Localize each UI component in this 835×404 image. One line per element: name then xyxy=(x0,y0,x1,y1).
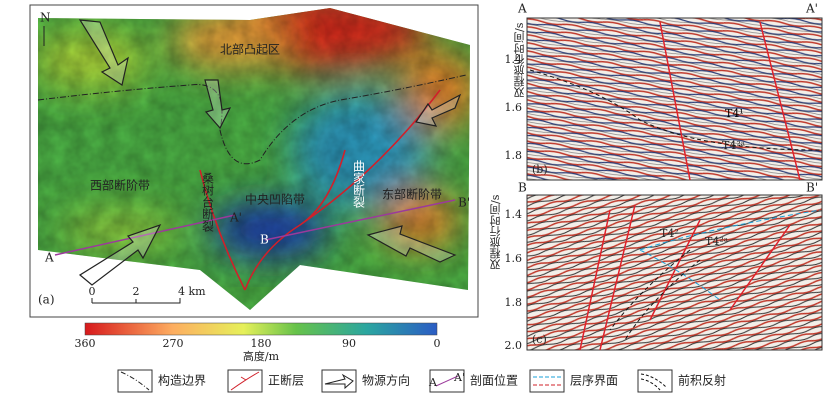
colorbar-label: 高度/m xyxy=(243,349,280,363)
horizon-label: T4² xyxy=(660,227,679,240)
section-end: A xyxy=(517,2,527,16)
scale-label: 0 xyxy=(89,285,96,298)
panel-label: (b) xyxy=(532,163,548,176)
clinoform xyxy=(529,69,821,151)
sequence-boundary xyxy=(639,209,821,301)
scale-bar xyxy=(91,298,181,304)
structural-boundary xyxy=(37,74,467,165)
horizon-label: T4²ᵃ xyxy=(705,235,728,248)
legend-label: 前积反射 xyxy=(678,373,726,388)
legend-label: 层序界面 xyxy=(570,373,618,388)
section-end: B xyxy=(518,181,527,195)
legend-label: 物源方向 xyxy=(362,373,410,388)
region-label: 东部断阶带 xyxy=(382,187,442,202)
legend-label: 正断层 xyxy=(268,373,304,388)
point-label: A' xyxy=(229,211,242,225)
y-tick-label: 2.0 xyxy=(505,339,523,352)
fault-label: 曲家断裂 xyxy=(352,160,366,208)
y-tick-label: 1.8 xyxy=(505,149,523,162)
region-label: 中央凹陷带 xyxy=(245,192,305,207)
clinoform xyxy=(609,249,701,341)
colorbar-tick: 90 xyxy=(342,337,356,350)
fault-label: 桑树台断裂 xyxy=(201,172,215,232)
panel-label: (a) xyxy=(38,293,55,307)
legend-end: A' xyxy=(453,371,465,384)
y-tick-label: 1.6 xyxy=(505,101,523,114)
region-label: 北部凸起区 xyxy=(220,42,280,57)
colorbar-tick: 180 xyxy=(251,337,272,350)
panel-label: (c) xyxy=(532,333,547,346)
fault-trace xyxy=(579,204,791,351)
section-end: A' xyxy=(805,2,818,16)
y-tick-label: 1.4 xyxy=(505,208,523,221)
legend-label: 构造边界 xyxy=(158,373,206,388)
colorbar-tick: 360 xyxy=(75,337,96,350)
section-end: B' xyxy=(806,181,818,195)
point-label: B xyxy=(260,233,269,247)
scale-label: 4 km xyxy=(178,285,206,298)
colorbar-tick: 0 xyxy=(434,337,441,350)
horizon-label: T4¹ xyxy=(725,107,744,120)
y-axis-label: 双程旅行时间/s xyxy=(513,22,526,98)
scale-label: 2 xyxy=(133,285,140,298)
legend: 构造边界 正断层 物源方向 A A' 剖面位置 层序界面 前积反射 xyxy=(117,369,726,393)
colorbar xyxy=(84,322,438,336)
legend-label: 剖面位置 xyxy=(470,373,518,388)
point-label: B' xyxy=(458,196,470,210)
region-label: 西部断阶带 xyxy=(90,178,150,193)
y-tick-label: 1.8 xyxy=(505,296,523,309)
north-label: N xyxy=(40,11,51,25)
y-tick-label: 1.6 xyxy=(505,252,523,265)
section-b xyxy=(264,199,456,241)
section-a xyxy=(54,214,236,256)
y-axis-label: 双程旅行时间/s xyxy=(489,194,502,270)
fault-trace xyxy=(659,21,801,181)
source-arrows xyxy=(78,19,462,286)
legend-end: A xyxy=(428,376,438,389)
colorbar-tick: 270 xyxy=(163,337,184,350)
point-label: A xyxy=(44,251,54,265)
y-tick-label: 1.4 xyxy=(505,53,523,66)
horizon-label: T4²ᵃ xyxy=(722,139,745,152)
